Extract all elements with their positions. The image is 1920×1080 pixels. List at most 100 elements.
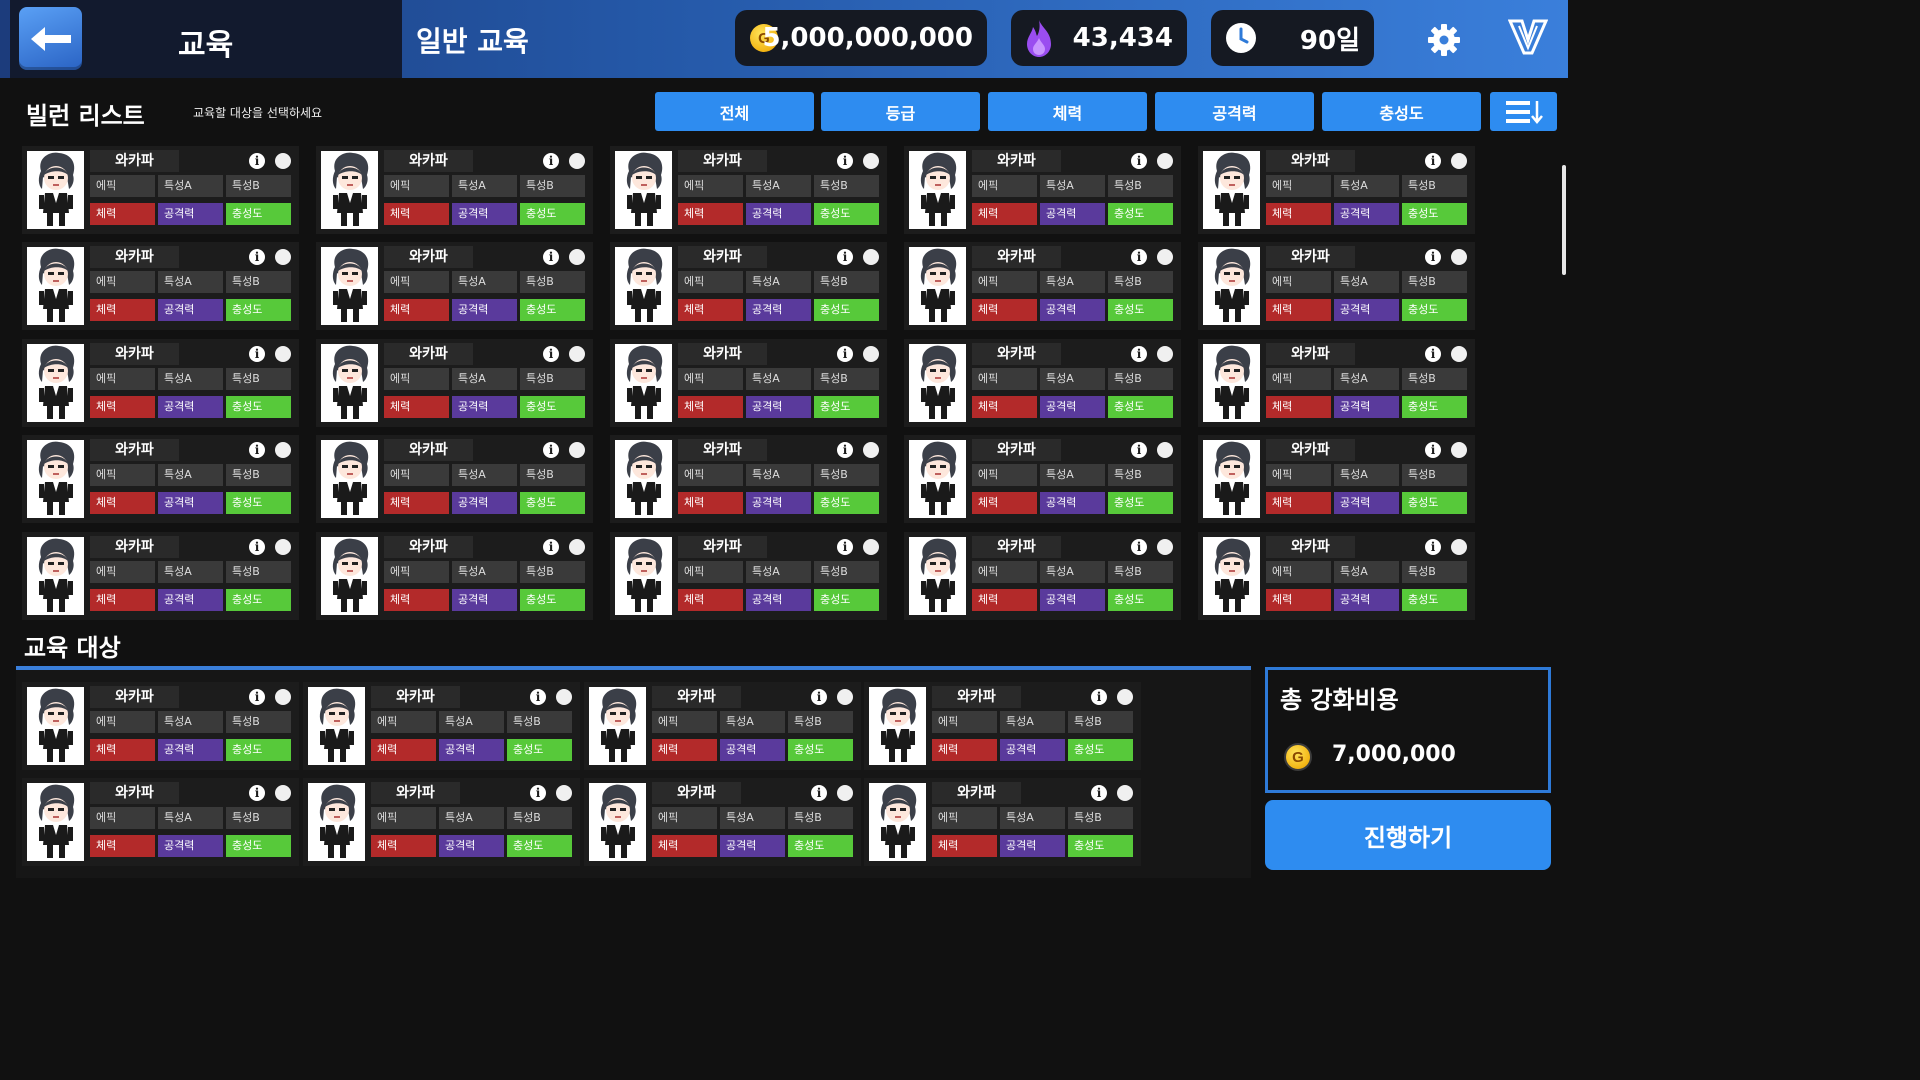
villain-card[interactable]: 와카파 i 에픽 특성A 특성B 체력 공격력 충성도 — [904, 242, 1181, 330]
select-toggle[interactable] — [569, 539, 585, 555]
info-icon[interactable]: i — [1425, 539, 1441, 555]
villain-card[interactable]: 와카파 i 에픽 특성A 특성B 체력 공격력 충성도 — [904, 339, 1181, 427]
sort-button[interactable] — [1490, 92, 1557, 131]
select-toggle[interactable] — [275, 442, 291, 458]
info-icon[interactable]: i — [1425, 442, 1441, 458]
select-toggle[interactable] — [863, 153, 879, 169]
select-toggle[interactable] — [275, 539, 291, 555]
info-icon[interactable]: i — [837, 153, 853, 169]
info-icon[interactable]: i — [811, 785, 827, 801]
villain-card[interactable]: 와카파 i 에픽 특성A 특성B 체력 공격력 충성도 — [904, 146, 1181, 234]
select-toggle[interactable] — [275, 785, 291, 801]
info-icon[interactable]: i — [543, 442, 559, 458]
select-toggle[interactable] — [863, 539, 879, 555]
select-toggle[interactable] — [1451, 153, 1467, 169]
villain-card[interactable]: 와카파 i 에픽 특성A 특성B 체력 공격력 충성도 — [22, 532, 299, 620]
select-toggle[interactable] — [1451, 442, 1467, 458]
info-icon[interactable]: i — [1131, 249, 1147, 265]
proceed-button[interactable]: 진행하기 — [1265, 800, 1551, 870]
select-toggle[interactable] — [1117, 785, 1133, 801]
select-toggle[interactable] — [1117, 689, 1133, 705]
villain-card[interactable]: 와카파 i 에픽 특성A 특성B 체력 공격력 충성도 — [610, 339, 887, 427]
info-icon[interactable]: i — [837, 539, 853, 555]
select-toggle[interactable] — [275, 153, 291, 169]
info-icon[interactable]: i — [1091, 785, 1107, 801]
villain-card[interactable]: 와카파 i 에픽 특성A 특성B 체력 공격력 충성도 — [1198, 242, 1475, 330]
villain-card[interactable]: 와카파 i 에픽 특성A 특성B 체력 공격력 충성도 — [610, 146, 887, 234]
training-target-card[interactable]: 와카파 i 에픽 특성A 특성B 체력 공격력 충성도 — [22, 778, 299, 866]
info-icon[interactable]: i — [249, 346, 265, 362]
villain-card[interactable]: 와카파 i 에픽 특성A 특성B 체력 공격력 충성도 — [610, 242, 887, 330]
back-button[interactable] — [19, 7, 82, 70]
training-target-card[interactable]: 와카파 i 에픽 특성A 특성B 체력 공격력 충성도 — [864, 778, 1141, 866]
villain-card[interactable]: 와카파 i 에픽 특성A 특성B 체력 공격력 충성도 — [22, 242, 299, 330]
info-icon[interactable]: i — [249, 249, 265, 265]
villain-card[interactable]: 와카파 i 에픽 특성A 특성B 체력 공격력 충성도 — [22, 339, 299, 427]
villain-card[interactable]: 와카파 i 에픽 특성A 특성B 체력 공격력 충성도 — [316, 242, 593, 330]
select-toggle[interactable] — [863, 442, 879, 458]
select-toggle[interactable] — [275, 249, 291, 265]
info-icon[interactable]: i — [811, 689, 827, 705]
info-icon[interactable]: i — [1131, 442, 1147, 458]
info-icon[interactable]: i — [543, 153, 559, 169]
info-icon[interactable]: i — [249, 539, 265, 555]
gear-icon[interactable] — [1426, 22, 1462, 58]
training-target-card[interactable]: 와카파 i 에픽 특성A 특성B 체력 공격력 충성도 — [22, 682, 299, 770]
villain-card[interactable]: 와카파 i 에픽 특성A 특성B 체력 공격력 충성도 — [1198, 146, 1475, 234]
filter-hp-button[interactable]: 체력 — [988, 92, 1147, 131]
info-icon[interactable]: i — [1091, 689, 1107, 705]
info-icon[interactable]: i — [1425, 346, 1441, 362]
select-toggle[interactable] — [275, 346, 291, 362]
select-toggle[interactable] — [556, 689, 572, 705]
select-toggle[interactable] — [837, 785, 853, 801]
info-icon[interactable]: i — [837, 249, 853, 265]
select-toggle[interactable] — [1157, 153, 1173, 169]
villain-list-scrollbar[interactable] — [1562, 165, 1566, 275]
select-toggle[interactable] — [569, 346, 585, 362]
info-icon[interactable]: i — [543, 346, 559, 362]
villain-card[interactable]: 와카파 i 에픽 특성A 특성B 체력 공격력 충성도 — [904, 532, 1181, 620]
villain-card[interactable]: 와카파 i 에픽 특성A 특성B 체력 공격력 충성도 — [1198, 532, 1475, 620]
select-toggle[interactable] — [1157, 249, 1173, 265]
villain-card[interactable]: 와카파 i 에픽 특성A 특성B 체력 공격력 충성도 — [316, 339, 593, 427]
select-toggle[interactable] — [556, 785, 572, 801]
filter-grade-button[interactable]: 등급 — [821, 92, 980, 131]
select-toggle[interactable] — [1451, 346, 1467, 362]
info-icon[interactable]: i — [1131, 539, 1147, 555]
villain-card[interactable]: 와카파 i 에픽 특성A 특성B 체력 공격력 충성도 — [610, 435, 887, 523]
villain-card[interactable]: 와카파 i 에픽 특성A 특성B 체력 공격력 충성도 — [1198, 435, 1475, 523]
select-toggle[interactable] — [1157, 346, 1173, 362]
villain-card[interactable]: 와카파 i 에픽 특성A 특성B 체력 공격력 충성도 — [22, 146, 299, 234]
info-icon[interactable]: i — [837, 346, 853, 362]
training-target-card[interactable]: 와카파 i 에픽 특성A 특성B 체력 공격력 충성도 — [584, 682, 861, 770]
filter-attack-button[interactable]: 공격력 — [1155, 92, 1314, 131]
select-toggle[interactable] — [863, 249, 879, 265]
select-toggle[interactable] — [569, 249, 585, 265]
select-toggle[interactable] — [569, 442, 585, 458]
villain-card[interactable]: 와카파 i 에픽 특성A 특성B 체력 공격력 충성도 — [316, 435, 593, 523]
select-toggle[interactable] — [863, 346, 879, 362]
info-icon[interactable]: i — [1131, 153, 1147, 169]
select-toggle[interactable] — [1451, 249, 1467, 265]
villain-card[interactable]: 와카파 i 에픽 특성A 특성B 체력 공격력 충성도 — [316, 146, 593, 234]
select-toggle[interactable] — [1157, 539, 1173, 555]
villain-card[interactable]: 와카파 i 에픽 특성A 특성B 체력 공격력 충성도 — [904, 435, 1181, 523]
training-target-card[interactable]: 와카파 i 에픽 특성A 특성B 체력 공격력 충성도 — [584, 778, 861, 866]
info-icon[interactable]: i — [543, 539, 559, 555]
select-toggle[interactable] — [1157, 442, 1173, 458]
filter-loyalty-button[interactable]: 충성도 — [1322, 92, 1481, 131]
training-target-card[interactable]: 와카파 i 에픽 특성A 특성B 체력 공격력 충성도 — [864, 682, 1141, 770]
select-toggle[interactable] — [837, 689, 853, 705]
info-icon[interactable]: i — [249, 689, 265, 705]
info-icon[interactable]: i — [249, 442, 265, 458]
info-icon[interactable]: i — [249, 153, 265, 169]
training-target-card[interactable]: 와카파 i 에픽 특성A 특성B 체력 공격력 충성도 — [303, 682, 580, 770]
info-icon[interactable]: i — [530, 689, 546, 705]
select-toggle[interactable] — [569, 153, 585, 169]
info-icon[interactable]: i — [249, 785, 265, 801]
filter-all-button[interactable]: 전체 — [655, 92, 814, 131]
villain-card[interactable]: 와카파 i 에픽 특성A 특성B 체력 공격력 충성도 — [610, 532, 887, 620]
info-icon[interactable]: i — [1425, 153, 1441, 169]
info-icon[interactable]: i — [1131, 346, 1147, 362]
training-target-card[interactable]: 와카파 i 에픽 특성A 특성B 체력 공격력 충성도 — [303, 778, 580, 866]
